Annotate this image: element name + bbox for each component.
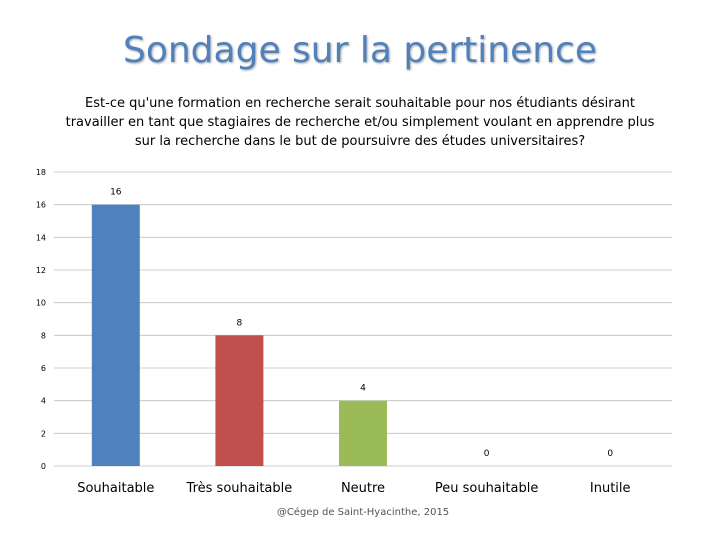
footer-credit: @Cégep de Saint-Hyacinthe, 2015 [276,507,450,518]
slide-title: Sondage sur la pertinence [122,30,597,71]
y-tick-label: 14 [36,233,46,242]
y-tick-label: 8 [41,331,46,340]
data-label: 4 [360,384,366,394]
category-label: Souhaitable [77,481,154,496]
bar [215,335,264,466]
y-tick-label: 0 [41,462,46,471]
y-tick-label: 16 [36,201,46,210]
category-label: Neutre [341,481,385,496]
bar [339,400,387,466]
labels: 0 2 4 6 8 10 12 14 16 18 16 Souhaitable 8 Très souhai… [36,168,631,496]
y-tick-label: 4 [41,397,46,406]
bar [91,204,140,466]
y-tick-label: 2 [41,429,46,438]
data-label: 16 [110,188,122,198]
y-tick-label: 6 [41,364,46,373]
chart-title: Est-ce qu'une formation en recherche ser… [65,96,655,149]
y-tick-label: 10 [36,299,46,308]
data-label: 0 [607,449,613,459]
y-tick-label: 12 [36,266,46,275]
category-label: Inutile [590,481,631,496]
bars [91,204,387,466]
category-label: Très souhaitable [186,481,293,496]
data-label: 8 [237,318,243,328]
data-label: 0 [484,449,490,459]
category-label: Peu souhaitable [435,481,538,496]
y-tick-label: 18 [36,168,46,177]
gridlines [54,171,672,467]
